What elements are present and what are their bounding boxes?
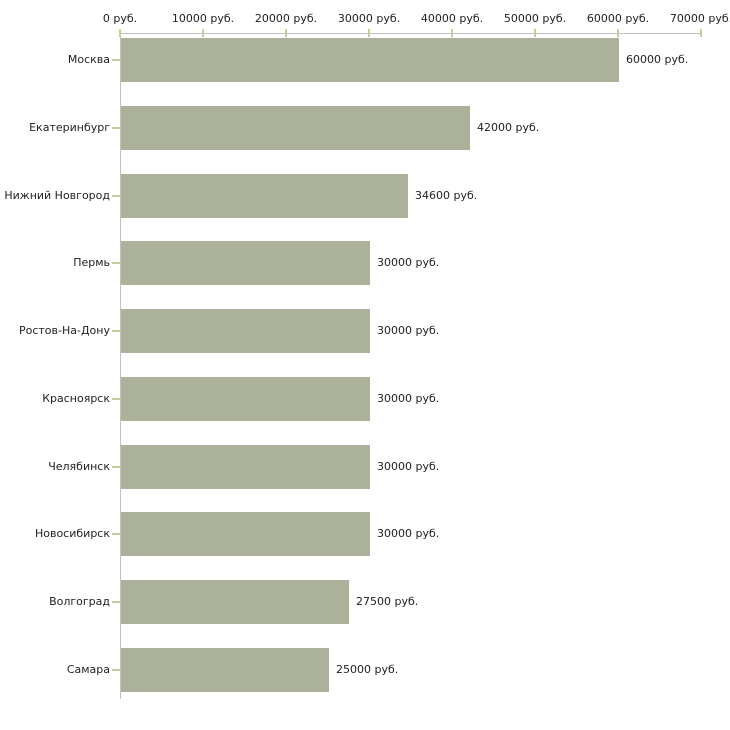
bar	[121, 106, 470, 150]
bar	[121, 377, 370, 421]
bar-value-label: 30000 руб.	[377, 324, 440, 337]
x-tick	[700, 29, 702, 37]
category-label: Пермь	[73, 256, 110, 269]
category-label: Новосибирск	[34, 527, 110, 540]
category-label: Нижний Новгород	[4, 189, 110, 202]
category-label: Волгоград	[49, 595, 110, 608]
y-tick	[112, 262, 120, 264]
bar	[121, 445, 370, 489]
y-axis-line	[120, 33, 121, 699]
bar	[121, 648, 329, 692]
bar-value-label: 27500 руб.	[356, 595, 419, 608]
bar-value-label: 30000 руб.	[377, 392, 440, 405]
bar-value-label: 25000 руб.	[336, 663, 399, 676]
x-tick-label: 70000 руб.	[669, 12, 730, 25]
bar	[121, 580, 349, 624]
y-tick	[112, 466, 120, 468]
x-tick	[451, 29, 453, 37]
y-tick	[112, 330, 120, 332]
x-tick	[119, 29, 121, 37]
y-tick	[112, 59, 120, 61]
category-label: Екатеринбург	[29, 121, 110, 134]
category-label: Москва	[67, 53, 110, 66]
x-axis-line	[120, 33, 702, 34]
bar	[121, 241, 370, 285]
category-label: Самара	[66, 663, 110, 676]
y-tick	[112, 669, 120, 671]
x-tick	[368, 29, 370, 37]
bar	[121, 174, 408, 218]
bar-value-label: 30000 руб.	[377, 460, 440, 473]
bar-value-label: 60000 руб.	[626, 53, 689, 66]
category-label: Челябинск	[48, 460, 110, 473]
x-tick-label: 10000 руб.	[171, 12, 235, 25]
y-tick	[112, 127, 120, 129]
category-label: Ростов-На-Дону	[18, 324, 110, 337]
x-tick	[534, 29, 536, 37]
bar-value-label: 42000 руб.	[477, 121, 540, 134]
bar-value-label: 30000 руб.	[377, 256, 440, 269]
x-tick	[202, 29, 204, 37]
bar	[121, 512, 370, 556]
bar	[121, 38, 619, 82]
x-tick	[285, 29, 287, 37]
bar-value-label: 34600 руб.	[415, 189, 478, 202]
y-tick	[112, 533, 120, 535]
x-tick-label: 20000 руб.	[254, 12, 318, 25]
x-tick-label: 40000 руб.	[420, 12, 484, 25]
x-tick-label: 0 руб.	[102, 12, 138, 25]
category-label: Красноярск	[42, 392, 110, 405]
bar-value-label: 30000 руб.	[377, 527, 440, 540]
y-tick	[112, 398, 120, 400]
x-tick-label: 60000 руб.	[586, 12, 650, 25]
x-tick-label: 50000 руб.	[503, 12, 567, 25]
bar	[121, 309, 370, 353]
y-tick	[112, 601, 120, 603]
y-tick	[112, 195, 120, 197]
x-tick-label: 30000 руб.	[337, 12, 401, 25]
x-tick	[617, 29, 619, 37]
